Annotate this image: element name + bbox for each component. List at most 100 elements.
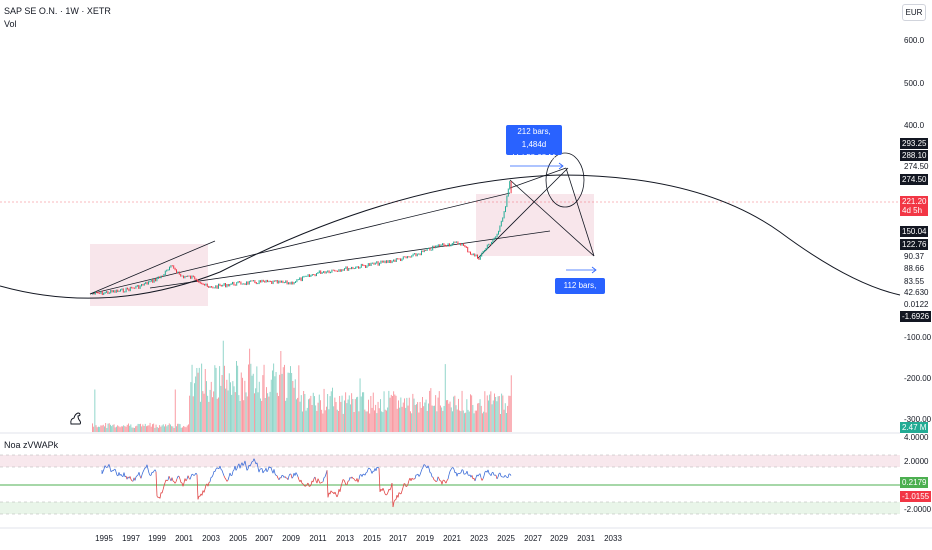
osc-segment bbox=[150, 472, 153, 476]
osc-segment bbox=[361, 474, 364, 477]
volume-bar bbox=[320, 400, 321, 432]
volume-bar bbox=[233, 386, 235, 432]
osc-segment bbox=[123, 472, 126, 477]
osc-segment bbox=[321, 481, 324, 483]
volume-bar bbox=[156, 427, 158, 432]
candle bbox=[124, 291, 126, 293]
osc-segment bbox=[398, 492, 401, 494]
year-label: 1995 bbox=[95, 534, 113, 543]
volume-label[interactable]: Vol bbox=[4, 19, 17, 29]
osc-segment bbox=[231, 471, 234, 476]
volume-bar bbox=[137, 423, 139, 432]
candle bbox=[409, 256, 411, 258]
volume-bar bbox=[506, 413, 507, 432]
volume-bar bbox=[276, 392, 278, 432]
osc-segment bbox=[266, 469, 269, 473]
candle bbox=[134, 287, 135, 289]
volume-bar bbox=[183, 426, 185, 432]
candle bbox=[461, 243, 463, 246]
volume-bar bbox=[179, 424, 181, 432]
volume-bar bbox=[306, 407, 308, 432]
candle bbox=[120, 289, 121, 292]
osc-segment bbox=[136, 474, 139, 477]
circle-annotation bbox=[545, 152, 585, 208]
osc-segment bbox=[229, 472, 232, 476]
candle bbox=[496, 233, 498, 238]
volume-bar bbox=[242, 377, 243, 432]
price-label: -100.00 bbox=[904, 333, 932, 342]
osc-segment bbox=[195, 472, 198, 475]
year-label: 2003 bbox=[202, 534, 220, 543]
volume-bar bbox=[101, 425, 103, 432]
osc-segment bbox=[384, 493, 387, 496]
year-label: 2017 bbox=[389, 534, 407, 543]
osc-segment bbox=[434, 480, 437, 482]
volume-bar bbox=[477, 403, 479, 432]
volume-bar bbox=[472, 405, 474, 432]
candle bbox=[174, 267, 176, 271]
volume-bar bbox=[310, 395, 312, 432]
volume-bar bbox=[224, 365, 225, 432]
osc-segment bbox=[377, 467, 380, 469]
measure-box-lower[interactable]: 112 bars, 784d bbox=[555, 278, 605, 306]
dinosaur-logo-icon[interactable] bbox=[68, 410, 84, 426]
measure-upper-line1: 212 bars, 1,484d bbox=[517, 127, 551, 149]
volume-bar bbox=[191, 364, 193, 432]
osc-segment bbox=[220, 469, 223, 471]
osc-segment bbox=[401, 487, 404, 492]
volume-bar bbox=[287, 372, 289, 432]
volume-bar bbox=[128, 423, 129, 432]
volume-bar bbox=[390, 394, 392, 432]
volume-bar bbox=[369, 413, 371, 432]
candle bbox=[113, 290, 114, 293]
measure-box-upper[interactable]: 212 bars, 1,484d Vol 58.08 M bbox=[506, 125, 562, 162]
candle bbox=[199, 281, 201, 284]
osc-segment bbox=[459, 472, 462, 474]
volume-bar bbox=[417, 402, 419, 432]
volume-bar bbox=[478, 403, 480, 432]
volume-bar bbox=[354, 399, 356, 432]
volume-bar bbox=[488, 400, 489, 432]
candle bbox=[332, 269, 334, 271]
osc-segment bbox=[364, 472, 367, 476]
osc-segment bbox=[105, 466, 108, 469]
osc-segment bbox=[262, 470, 265, 474]
osc-segment bbox=[106, 465, 109, 468]
currency-button[interactable]: EUR bbox=[902, 4, 926, 21]
candle bbox=[101, 290, 103, 295]
volume-bar bbox=[376, 413, 378, 432]
indicator-title[interactable]: Noa zVWAPk bbox=[4, 440, 59, 450]
price-axis[interactable]: 600.0 500.0 400.0 293.25 288.10 274.50 2… bbox=[900, 0, 932, 520]
osc-segment bbox=[406, 483, 409, 487]
candle bbox=[138, 285, 140, 289]
osc-segment bbox=[375, 466, 378, 471]
candle bbox=[387, 260, 389, 263]
candle bbox=[194, 276, 196, 280]
symbol-title[interactable]: SAP SE O.N. · 1W · XETR bbox=[4, 6, 111, 16]
osc-segment bbox=[471, 475, 474, 480]
volume-bars bbox=[92, 340, 512, 432]
candle bbox=[288, 282, 289, 285]
candle bbox=[439, 244, 441, 247]
volume-bar bbox=[364, 409, 366, 432]
volume-bar bbox=[286, 397, 288, 432]
osc-segment bbox=[146, 464, 149, 470]
candle bbox=[195, 278, 197, 281]
year-label: 1999 bbox=[148, 534, 166, 543]
osc-segment bbox=[421, 467, 424, 470]
osc-segment bbox=[461, 469, 464, 471]
volume-bar bbox=[272, 370, 273, 432]
osc-segment bbox=[317, 478, 320, 482]
time-axis[interactable]: 1995 1997 1999 2001 2003 2005 2007 2009 … bbox=[0, 528, 900, 550]
measure-upper-line2: Vol 58.08 M bbox=[512, 153, 556, 162]
volume-bar bbox=[399, 407, 401, 432]
volume-bar bbox=[470, 394, 471, 432]
osc-segment bbox=[110, 470, 113, 473]
candle bbox=[178, 271, 180, 275]
candle bbox=[337, 270, 338, 272]
candle bbox=[430, 249, 432, 251]
candle bbox=[171, 265, 173, 267]
osc-segment bbox=[500, 475, 503, 478]
